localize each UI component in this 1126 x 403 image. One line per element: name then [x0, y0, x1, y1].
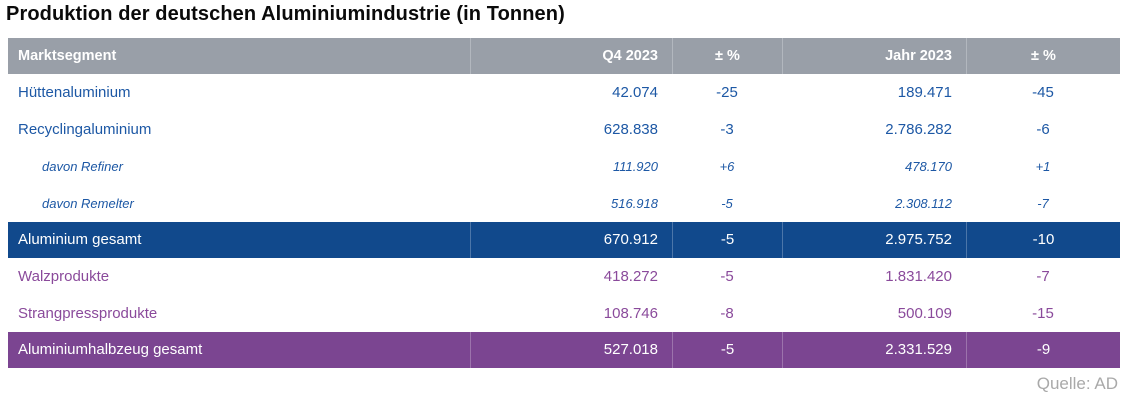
column-header-jahr-2023: Jahr 2023: [782, 38, 966, 74]
jahr-value: 2.786.282: [885, 121, 952, 138]
jahr-value: 500.109: [897, 305, 952, 322]
page-title: Produktion der deutschen Aluminiumindust…: [6, 3, 565, 25]
row-label: Aluminiumhalbzeug gesamt: [18, 341, 203, 358]
q4-pct-value: -5: [672, 332, 782, 368]
jahr-value: 478.170: [905, 159, 952, 174]
q4-value: 527.018: [470, 332, 672, 368]
row-label: Hüttenaluminium: [18, 84, 131, 101]
table-row: Recyclingaluminium 628.838 -3 2.786.282 -6: [8, 111, 1120, 148]
q4-pct-value: -5: [721, 196, 733, 211]
table-body: Hüttenaluminium 42.074 -25 189.471 -45 Recycl…: [8, 74, 1120, 368]
jahr-pct-value: -6: [1036, 121, 1050, 138]
jahr-pct-value: -45: [1032, 84, 1054, 101]
q4-value: 418.272: [603, 268, 658, 285]
table-row: davon Refiner 111.920 +6 478.170 +1: [8, 148, 1120, 185]
q4-value: 108.746: [603, 305, 658, 322]
q4-pct-value: -5: [672, 222, 782, 258]
q4-pct-value: -3: [720, 121, 734, 138]
row-label: Recyclingaluminium: [18, 121, 152, 138]
table-row: Aluminiumhalbzeug gesamt 527.018 -5 2.331.5…: [8, 332, 1120, 368]
jahr-value: 2.308.112: [895, 196, 952, 211]
jahr-pct-value: -7: [1036, 268, 1050, 285]
column-header-q4-pct: ± %: [672, 38, 782, 74]
row-label: Aluminium gesamt: [18, 231, 142, 248]
column-header-jahr-pct: ± %: [966, 38, 1120, 74]
q4-value: 42.074: [612, 84, 658, 101]
q4-pct-value: -5: [720, 268, 734, 285]
jahr-pct-value: -15: [1032, 305, 1054, 322]
jahr-value: 2.331.529: [782, 332, 966, 368]
column-header-q4-2023: Q4 2023: [470, 38, 672, 74]
jahr-value: 1.831.420: [885, 268, 952, 285]
q4-value: 516.918: [611, 196, 658, 211]
q4-pct-value: -25: [716, 84, 738, 101]
jahr-pct-value: -10: [966, 222, 1120, 258]
q4-pct-value: -8: [720, 305, 734, 322]
q4-value: 628.838: [603, 121, 658, 138]
row-label: davon Remelter: [42, 196, 134, 211]
table-row: Hüttenaluminium 42.074 -25 189.471 -45: [8, 74, 1120, 111]
production-table: Marktsegment Q4 2023 ± % Jahr 2023 ± % H…: [8, 38, 1120, 368]
jahr-pct-value: +1: [1035, 159, 1051, 174]
table-header-row: Marktsegment Q4 2023 ± % Jahr 2023 ± %: [8, 38, 1120, 74]
jahr-value: 189.471: [897, 84, 952, 101]
table-row: Aluminium gesamt 670.912 -5 2.975.752 -10: [8, 222, 1120, 258]
row-label: davon Refiner: [42, 159, 123, 174]
q4-value: 670.912: [470, 222, 672, 258]
q4-pct-value: +6: [719, 159, 735, 174]
row-label: Walzprodukte: [18, 268, 110, 285]
jahr-pct-value: -9: [966, 332, 1120, 368]
table-row: davon Remelter 516.918 -5 2.308.112 -7: [8, 185, 1120, 222]
table-row: Strangpressprodukte 108.746 -8 500.109 -15: [8, 295, 1120, 332]
column-header-marktsegment: Marktsegment: [18, 48, 117, 64]
row-label: Strangpressprodukte: [18, 305, 158, 322]
source-note: Quelle: AD: [1036, 374, 1118, 393]
q4-value: 111.920: [612, 159, 658, 174]
jahr-pct-value: -7: [1037, 196, 1049, 211]
table-row: Walzprodukte 418.272 -5 1.831.420 -7: [8, 258, 1120, 295]
jahr-value: 2.975.752: [782, 222, 966, 258]
